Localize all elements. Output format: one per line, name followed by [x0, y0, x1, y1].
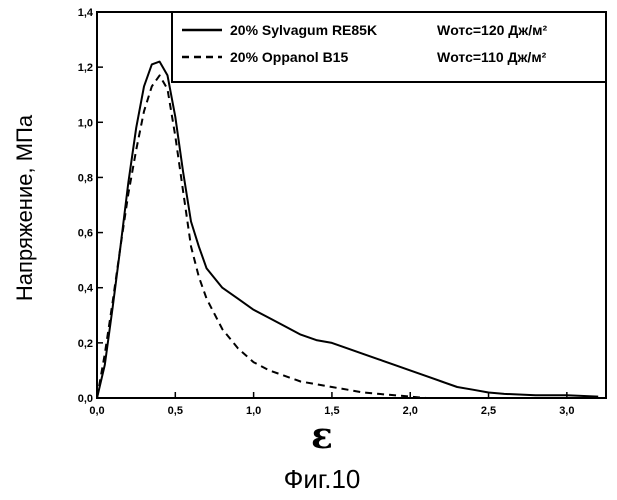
- series-line-0: [96, 60, 599, 399]
- y-tick-label: 0,0: [78, 393, 93, 405]
- y-tick-label: 0,2: [78, 338, 93, 350]
- curves-layer: [96, 60, 599, 399]
- y-tick-label: 0,6: [78, 228, 93, 240]
- tick-layer: 0,0 0,5 1,0 1,5 2,0 2,5 3,0 0,0 0,2 0,4 0,6 0,8 1,0 1…: [78, 7, 575, 417]
- legend-annotation-oppanol: Wотс=110 Дж/м²: [437, 49, 547, 65]
- legend: 20% Sylvagum RE85K Wотс=120 Дж/м² 20% Op…: [171, 11, 607, 83]
- legend-annotation-sylvagum: Wотс=120 Дж/м²: [437, 22, 547, 38]
- y-tick-label: 1,2: [78, 62, 93, 74]
- x-tick-label: 0,0: [89, 405, 104, 417]
- x-axis-label: ε: [311, 415, 333, 457]
- legend-label-oppanol: 20% Oppanol B15: [230, 49, 348, 65]
- legend-label-sylvagum: 20% Sylvagum RE85K: [230, 22, 377, 38]
- x-tick-label: 1,0: [246, 405, 261, 417]
- figure-caption: Фиг.10: [284, 464, 361, 494]
- y-axis-label: Напряжение, МПа: [12, 114, 37, 301]
- y-tick-label: 0,4: [78, 283, 94, 295]
- x-tick-label: 1,5: [324, 405, 339, 417]
- y-tick-label: 1,0: [78, 117, 93, 129]
- x-tick-label: 2,0: [403, 405, 418, 417]
- y-tick-label: 0,8: [78, 172, 93, 184]
- y-tick-label: 1,4: [78, 7, 94, 19]
- x-tick-label: 3,0: [559, 405, 574, 417]
- x-tick-label: 0,5: [168, 405, 183, 417]
- legend-box: [171, 11, 607, 83]
- series-line-1: [96, 74, 426, 399]
- x-tick-label: 2,5: [481, 405, 496, 417]
